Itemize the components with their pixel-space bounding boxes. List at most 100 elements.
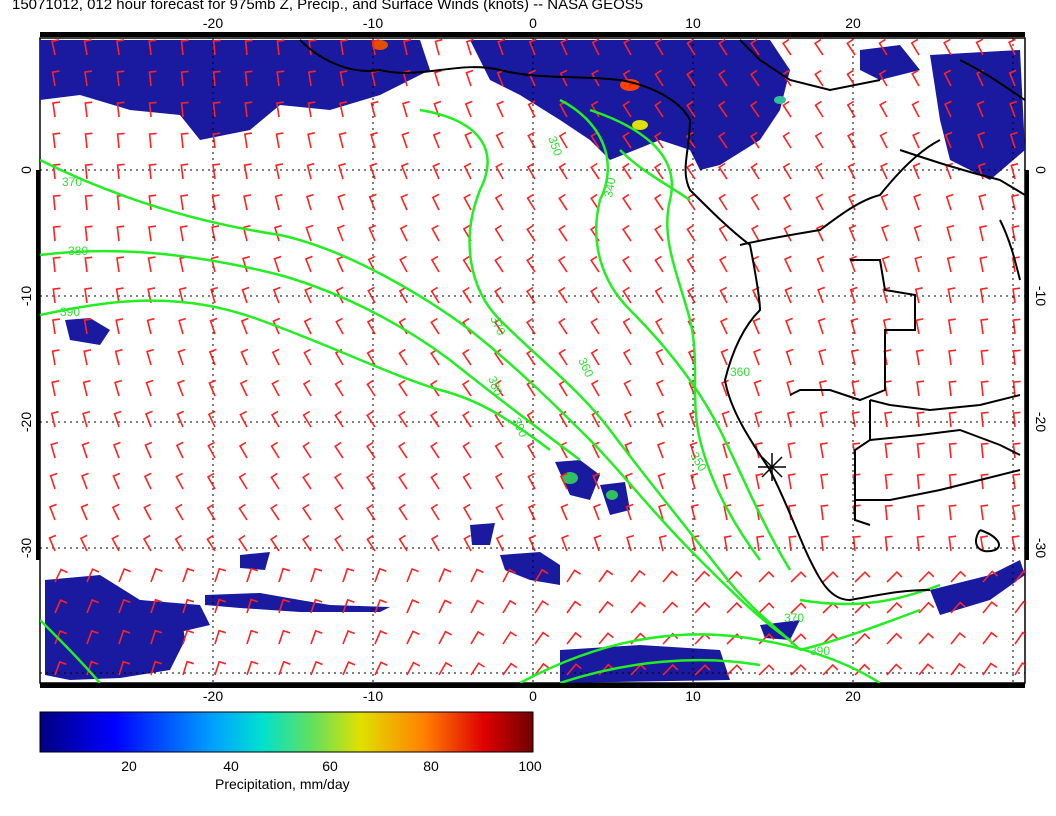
wind-barb <box>721 410 730 428</box>
wind-barb <box>246 567 259 583</box>
lon-tick-bottom: -20 <box>203 688 223 704</box>
wind-barb <box>214 598 227 614</box>
wind-barb <box>980 442 989 459</box>
wind-barb <box>54 660 67 676</box>
wind-barb <box>758 570 775 583</box>
wind-barb <box>622 100 632 118</box>
wind-barb <box>303 317 312 335</box>
wind-barb <box>240 317 249 335</box>
wind-barb <box>847 162 856 180</box>
wind-barb <box>850 349 859 366</box>
wind-barb <box>526 441 536 459</box>
wind-barb <box>1010 162 1019 180</box>
wind-barb <box>916 473 925 490</box>
wind-barb <box>947 287 956 304</box>
wind-barb <box>494 193 504 211</box>
wind-barb <box>980 473 989 490</box>
wind-barb <box>590 162 600 180</box>
map-title: 15071012, 012 hour forecast for 975mb Z,… <box>12 0 644 13</box>
wind-barb <box>494 472 504 490</box>
wind-barb <box>591 69 600 87</box>
wind-barbs <box>48 38 1025 676</box>
lon-tick-top: 10 <box>685 15 701 31</box>
wind-barb <box>690 503 699 521</box>
wind-barb <box>370 131 378 149</box>
wind-barb <box>655 348 664 366</box>
wind-barb <box>884 535 893 552</box>
wind-barb <box>558 317 568 335</box>
wind-barb <box>502 631 517 645</box>
wind-barb <box>881 255 890 273</box>
wind-barb <box>342 598 355 614</box>
wind-barb <box>750 162 760 180</box>
wind-barb <box>726 570 743 583</box>
wind-barb <box>374 567 387 583</box>
wind-barb <box>918 601 935 614</box>
wind-barb <box>975 38 984 56</box>
wind-barb <box>116 39 125 56</box>
wind-barb <box>622 131 632 149</box>
wind-barb <box>366 534 376 552</box>
wind-barb <box>206 503 216 521</box>
wind-barb <box>398 534 408 552</box>
wind-barb <box>147 256 156 273</box>
wind-barb <box>81 441 90 459</box>
wind-barb <box>214 660 227 676</box>
wind-barb <box>982 631 998 645</box>
wind-barb <box>726 664 743 676</box>
wind-barb <box>174 503 184 521</box>
wind-barb <box>175 472 184 490</box>
colorbar-tick: 40 <box>223 758 239 774</box>
wind-barb <box>688 410 697 428</box>
wind-barb <box>310 567 323 583</box>
wind-barb <box>211 225 220 242</box>
wind-barb <box>654 255 664 273</box>
wind-barb <box>79 534 88 552</box>
wind-barb <box>1012 473 1021 490</box>
wind-barb <box>534 631 550 645</box>
wind-barb <box>786 379 795 397</box>
wind-barb <box>333 503 344 521</box>
wind-barb <box>566 631 582 645</box>
wind-barb <box>83 39 92 56</box>
wind-barb <box>212 70 221 87</box>
wind-barb <box>914 287 923 304</box>
wind-barb <box>238 472 248 490</box>
wind-barb <box>494 286 504 304</box>
wind-barb <box>51 349 60 366</box>
wind-barb <box>182 629 195 645</box>
wind-barb <box>654 69 664 87</box>
contour-label: 390 <box>810 644 830 658</box>
wind-barb <box>142 534 152 552</box>
wind-barb <box>399 255 408 273</box>
wind-barb <box>525 317 536 335</box>
wind-barb <box>884 442 893 459</box>
wind-barb <box>84 163 93 180</box>
wind-barb <box>880 193 889 211</box>
wind-barb <box>494 410 504 428</box>
wind-barb <box>239 410 248 428</box>
wind-barb <box>950 631 966 645</box>
wind-barb <box>177 348 186 366</box>
wind-barb <box>948 349 957 366</box>
wind-barb <box>598 600 614 614</box>
wind-barb <box>54 629 67 645</box>
wind-barb <box>148 101 157 118</box>
contour-label: 350 <box>545 134 565 158</box>
wind-barb <box>397 441 408 459</box>
wind-barb <box>462 472 472 490</box>
wind-barb <box>754 410 763 428</box>
wind-barb <box>374 598 387 614</box>
wind-barb <box>752 317 761 335</box>
wind-barb <box>622 255 632 273</box>
wind-barb <box>48 503 57 521</box>
wind-barb <box>51 39 60 56</box>
wind-barb <box>718 69 728 87</box>
wind-barb <box>528 38 537 56</box>
wind-barb <box>721 379 729 397</box>
wind-barb <box>400 162 409 180</box>
wind-barb <box>502 662 518 676</box>
wind-barb <box>366 348 376 366</box>
wind-barb <box>915 349 924 366</box>
wind-barb <box>749 100 760 118</box>
